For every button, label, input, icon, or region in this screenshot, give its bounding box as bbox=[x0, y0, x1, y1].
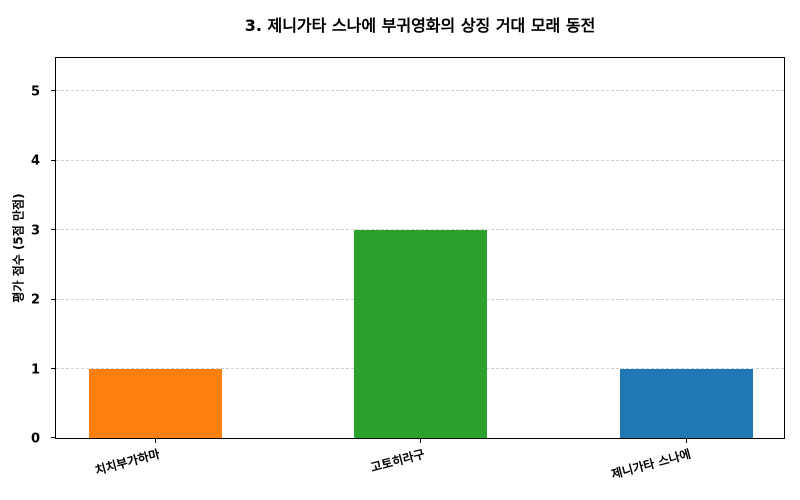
y-axis-label: 평가 점수 (5점 만점) bbox=[11, 193, 26, 303]
y-tick-label: 2 bbox=[30, 292, 40, 308]
x-tick-mark bbox=[155, 438, 156, 443]
y-tick-mark bbox=[51, 90, 56, 91]
y-tick-mark bbox=[51, 229, 56, 230]
bar-zenigata-sunae bbox=[620, 369, 753, 438]
y-tick-mark bbox=[51, 160, 56, 161]
y-tick-label: 3 bbox=[30, 223, 40, 239]
y-tick-mark bbox=[51, 437, 56, 438]
x-tick-label: 고토히라구 bbox=[369, 446, 427, 475]
plot-area bbox=[51, 57, 785, 443]
y-tick-label: 4 bbox=[30, 153, 40, 169]
gridline-3 bbox=[56, 229, 784, 230]
y-tick-mark bbox=[51, 368, 56, 369]
y-tick-label: 0 bbox=[30, 431, 40, 447]
chart-title: 3. 제니가타 스나에 부귀영화의 상징 거대 모래 동전 bbox=[244, 16, 596, 35]
x-tick-mark bbox=[686, 438, 687, 443]
x-tick-label: 치치부가하마 bbox=[93, 446, 162, 478]
x-tick-label: 제니가타 스나에 bbox=[609, 446, 693, 482]
y-tick-label: 1 bbox=[30, 362, 40, 378]
bar-kotohiragu bbox=[354, 230, 487, 438]
gridline-5 bbox=[56, 90, 784, 91]
gridline-4 bbox=[56, 160, 784, 161]
x-tick-mark bbox=[420, 438, 421, 443]
bar-chichibugahama bbox=[89, 369, 222, 438]
y-tick-label: 5 bbox=[30, 84, 40, 100]
y-tick-mark bbox=[51, 299, 56, 300]
